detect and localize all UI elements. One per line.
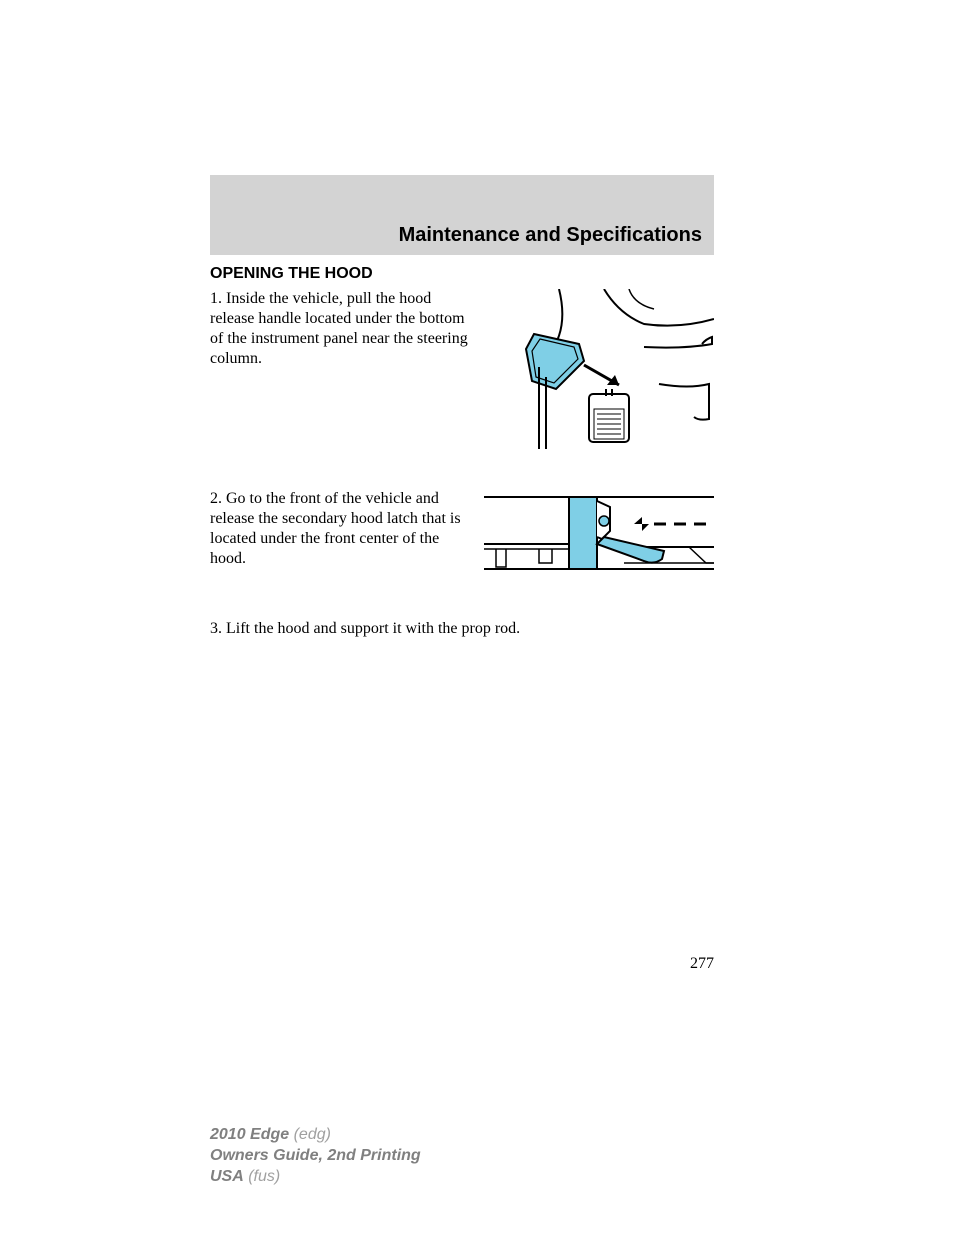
footer-region: USA bbox=[210, 1168, 244, 1185]
step-text: 1. Inside the vehicle, pull the hood rel… bbox=[210, 289, 484, 369]
secondary-hood-latch-illustration bbox=[484, 489, 714, 589]
step-row: 1. Inside the vehicle, pull the hood rel… bbox=[210, 289, 714, 469]
footer-model-code: (edg) bbox=[289, 1126, 331, 1143]
footer-line-2: Owners Guide, 2nd Printing bbox=[210, 1146, 421, 1167]
chapter-header-bar: Maintenance and Specifications bbox=[210, 175, 714, 255]
section-title: OPENING THE HOOD bbox=[210, 265, 714, 283]
chapter-title: Maintenance and Specifications bbox=[399, 224, 702, 247]
footer-line-3: USA (fus) bbox=[210, 1167, 421, 1188]
step-row: 2. Go to the front of the vehicle and re… bbox=[210, 489, 714, 589]
footer-region-code: (fus) bbox=[244, 1168, 280, 1185]
step-text: 3. Lift the hood and support it with the… bbox=[210, 619, 714, 639]
footer-line-1: 2010 Edge (edg) bbox=[210, 1125, 421, 1146]
page-number: 277 bbox=[690, 955, 714, 973]
document-footer: 2010 Edge (edg) Owners Guide, 2nd Printi… bbox=[210, 1125, 421, 1187]
footer-model: 2010 Edge bbox=[210, 1126, 289, 1143]
hood-release-interior-illustration bbox=[484, 289, 714, 469]
page-content: OPENING THE HOOD 1. Inside the vehicle, … bbox=[210, 265, 714, 639]
step-text: 2. Go to the front of the vehicle and re… bbox=[210, 489, 484, 569]
